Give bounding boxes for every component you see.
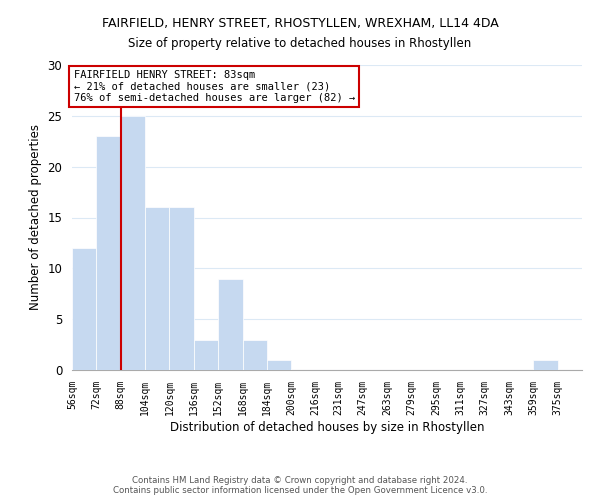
Text: FAIRFIELD HENRY STREET: 83sqm
← 21% of detached houses are smaller (23)
76% of s: FAIRFIELD HENRY STREET: 83sqm ← 21% of d… bbox=[74, 70, 355, 103]
Text: Size of property relative to detached houses in Rhostyllen: Size of property relative to detached ho… bbox=[128, 38, 472, 51]
Bar bbox=[218, 278, 242, 370]
Y-axis label: Number of detached properties: Number of detached properties bbox=[29, 124, 42, 310]
Bar bbox=[145, 208, 169, 370]
Text: FAIRFIELD, HENRY STREET, RHOSTYLLEN, WREXHAM, LL14 4DA: FAIRFIELD, HENRY STREET, RHOSTYLLEN, WRE… bbox=[101, 18, 499, 30]
Bar bbox=[194, 340, 218, 370]
X-axis label: Distribution of detached houses by size in Rhostyllen: Distribution of detached houses by size … bbox=[170, 420, 484, 434]
Bar bbox=[169, 208, 194, 370]
Bar bbox=[242, 340, 267, 370]
Text: Contains HM Land Registry data © Crown copyright and database right 2024.
Contai: Contains HM Land Registry data © Crown c… bbox=[113, 476, 487, 495]
Bar bbox=[121, 116, 145, 370]
Bar bbox=[72, 248, 97, 370]
Bar bbox=[267, 360, 291, 370]
Bar bbox=[533, 360, 557, 370]
Bar bbox=[97, 136, 121, 370]
